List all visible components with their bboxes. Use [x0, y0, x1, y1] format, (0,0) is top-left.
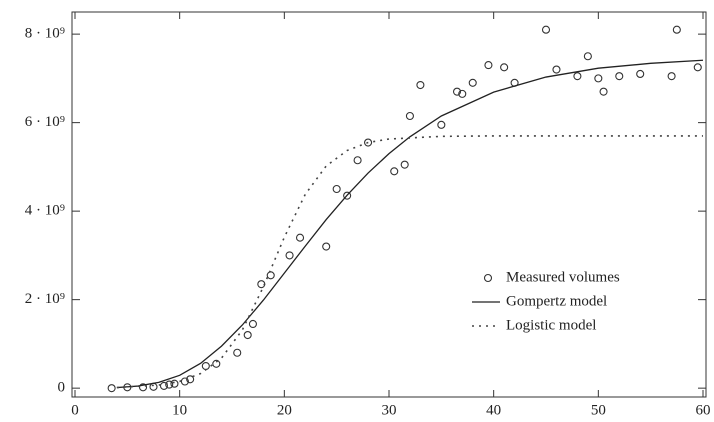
x-tick-label: 50: [591, 402, 606, 418]
y-tick-label: 6 · 10⁹: [25, 114, 65, 130]
data-point: [599, 87, 608, 96]
data-point: [165, 380, 174, 389]
data-point: [138, 383, 148, 392]
y-tick-label: 8 · 10⁹: [25, 26, 65, 42]
plot-frame: [71, 11, 707, 398]
x-tick-label: 40: [486, 402, 501, 418]
model-line: [116, 59, 704, 389]
data-point: [170, 379, 179, 388]
data-point: [285, 251, 294, 260]
data-point: [500, 63, 509, 72]
data-point: [243, 330, 252, 340]
data-point: [541, 25, 551, 34]
data-point: [364, 138, 373, 147]
legend-label: Gompertz model: [506, 293, 607, 309]
data-point: [212, 359, 221, 368]
legend-label: Logistic model: [506, 317, 596, 333]
data-point: [322, 242, 331, 251]
model-line: [116, 135, 703, 389]
data-point: [201, 361, 210, 371]
x-tick-label: 30: [382, 402, 397, 418]
x-tick-label: 10: [172, 402, 187, 418]
data-point: [405, 111, 414, 121]
y-tick-label: 0: [58, 380, 66, 396]
data-point: [437, 120, 446, 129]
legend-marker: [483, 273, 493, 283]
data-point: [332, 184, 341, 194]
legend-label: Measured volumes: [506, 269, 620, 285]
x-tick-label: 20: [277, 402, 292, 418]
data-point: [159, 381, 169, 390]
x-tick-label: 0: [71, 402, 79, 418]
x-tick-label: 60: [696, 402, 711, 418]
data-point: [416, 80, 425, 90]
data-point: [552, 65, 561, 74]
data-point: [266, 271, 275, 280]
data-point: [452, 87, 462, 96]
data-point: [233, 348, 242, 357]
data-point: [615, 72, 624, 81]
data-point: [353, 156, 362, 165]
data-point: [484, 61, 493, 70]
data-point: [636, 69, 645, 79]
data-point: [573, 72, 582, 81]
data-point: [400, 160, 409, 169]
data-point: [343, 191, 352, 200]
y-tick-label: 2 · 10⁹: [25, 291, 65, 307]
data-point: [390, 167, 399, 176]
data-point: [667, 72, 676, 81]
data-point: [672, 25, 681, 34]
data-point: [458, 89, 467, 98]
y-tick-label: 4 · 10⁹: [25, 203, 65, 219]
data-point: [693, 63, 702, 72]
data-point: [468, 78, 477, 87]
data-point: [295, 233, 305, 242]
data-point: [248, 319, 257, 329]
data-point: [583, 52, 592, 61]
data-point: [107, 384, 116, 393]
data-point: [594, 74, 603, 83]
